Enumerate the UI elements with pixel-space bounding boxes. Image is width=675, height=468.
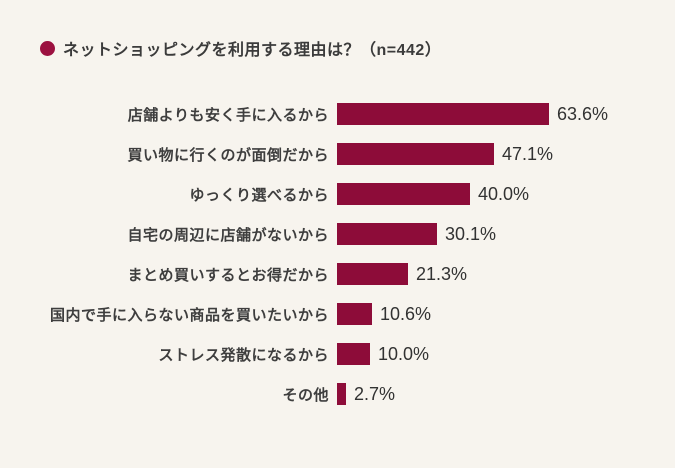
category-label: 国内で手に入らない商品を買いたいから (49, 306, 329, 324)
bar (337, 343, 370, 365)
value-label: 2.7% (354, 383, 396, 404)
value-label: 47.1% (502, 143, 554, 164)
bar-row: ストレス発散になるから 10.0% (0, 334, 675, 374)
bar-row: 店舗よりも安く手に入るから 63.6% (0, 94, 675, 134)
chart-title: ネットショッピングを利用する理由は？（n=442） (63, 42, 442, 59)
value-label: 40.0% (478, 183, 530, 204)
bar (337, 263, 408, 285)
bullet-icon (40, 40, 55, 56)
value-label: 10.0% (378, 343, 430, 364)
category-label: 店舗よりも安く手に入るから (127, 106, 329, 124)
category-label: まとめ買いするとお得だから (127, 266, 329, 284)
bar (337, 303, 372, 325)
category-label: その他 (282, 386, 329, 404)
value-label: 10.6% (380, 303, 432, 324)
category-label: ゆっくり選べるから (189, 186, 329, 204)
bar-row: まとめ買いするとお得だから 21.3% (0, 254, 675, 294)
bar-chart: 店舗よりも安く手に入るから 63.6% 買い物に行くのが面倒だから 47.1% … (0, 94, 675, 414)
category-label: ストレス発散になるから (158, 346, 329, 364)
bar (337, 103, 549, 125)
bar (337, 143, 494, 165)
bar (337, 183, 470, 205)
bar-row: その他 2.7% (0, 374, 675, 414)
value-label: 21.3% (416, 263, 468, 284)
category-label: 買い物に行くのが面倒だから (127, 146, 329, 164)
bar-row: ゆっくり選べるから 40.0% (0, 174, 675, 214)
bar-row: 自宅の周辺に店舗がないから 30.1% (0, 214, 675, 254)
bar-row: 国内で手に入らない商品を買いたいから 10.6% (0, 294, 675, 334)
chart-header: ネットショッピングを利用する理由は？（n=442） (0, 0, 675, 60)
value-label: 30.1% (445, 223, 497, 244)
bar (337, 223, 437, 245)
bar-row: 買い物に行くのが面倒だから 47.1% (0, 134, 675, 174)
bar (337, 383, 346, 405)
value-label: 63.6% (557, 103, 609, 124)
category-label: 自宅の周辺に店舗がないから (127, 226, 329, 244)
